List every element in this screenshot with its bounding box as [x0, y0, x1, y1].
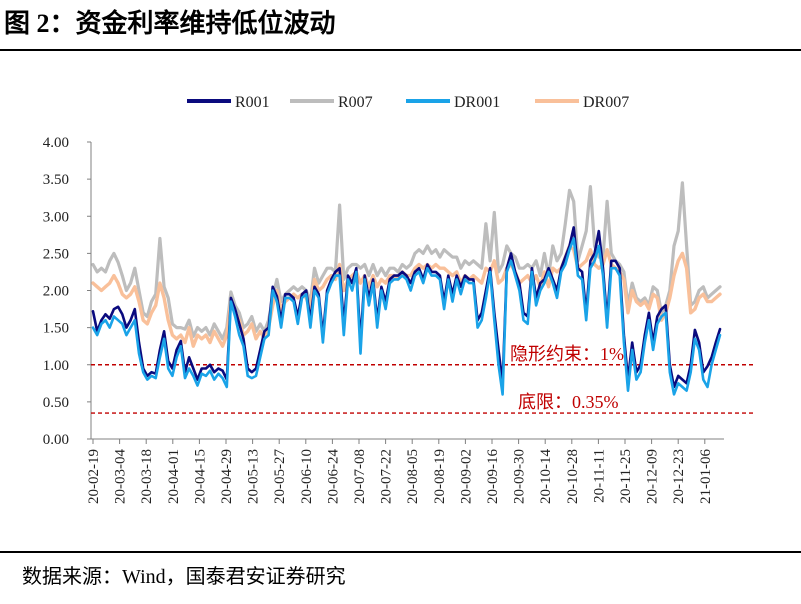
x-tick-label: 20-11-25: [618, 449, 634, 503]
y-tick-label: 3.00: [43, 209, 69, 225]
line-chart: R001 R007 DR001 DR007 0.00 0.50 1.00 1.50 2.00 2…: [43, 94, 755, 504]
y-tick-label: 1.50: [43, 321, 69, 337]
y-tick-label: 2.00: [43, 284, 69, 300]
y-tick-label: 1.00: [43, 358, 69, 374]
chart-axes: 0.00 0.50 1.00 1.50 2.00 2.50 3.00 3.50 4.00 20-0…: [43, 135, 724, 504]
legend-label-r001: R001: [235, 94, 270, 111]
x-tick-label: 20-04-15: [192, 449, 208, 504]
x-tick-label: 20-06-24: [325, 449, 341, 504]
x-tick-label: 20-05-13: [246, 449, 262, 504]
x-tick-label: 20-08-19: [432, 449, 448, 504]
x-tick-label: 20-04-01: [166, 449, 182, 504]
figure-title: 图 2：资金利率维持低位波动: [4, 9, 336, 38]
x-tick-label: 20-07-22: [379, 449, 395, 504]
y-tick-label: 0.00: [43, 432, 69, 448]
chart-legend: R001 R007 DR001 DR007: [187, 94, 629, 111]
chart-series-group: [91, 181, 722, 396]
x-tick-label: 20-09-30: [512, 449, 528, 504]
x-tick-label: 20-08-05: [405, 449, 421, 504]
x-tick-label: 20-12-09: [645, 449, 661, 504]
x-tick-label: 20-09-16: [485, 449, 501, 504]
x-tick-label: 20-04-29: [219, 449, 235, 504]
x-tick-label: 20-03-18: [139, 449, 155, 504]
series-line-r007: [91, 181, 722, 341]
x-tick-label: 20-05-27: [272, 449, 288, 504]
y-tick-label: 0.50: [43, 395, 69, 411]
legend-label-dr007: DR007: [583, 94, 629, 111]
x-tick-label: 20-02-19: [86, 449, 102, 504]
series-line-dr001: [91, 237, 722, 396]
x-tick-label: 20-10-28: [565, 449, 581, 504]
x-tick-label: 20-12-23: [671, 449, 687, 504]
reference-labels: 隐形约束：1% 底限：0.35%: [510, 344, 624, 412]
title-rule: [0, 49, 801, 51]
y-tick-label: 4.00: [43, 135, 69, 151]
x-tick-label: 20-06-10: [299, 449, 315, 504]
series-line-r001: [91, 226, 722, 389]
legend-label-r007: R007: [338, 94, 373, 111]
reference-line-label: 隐形约束：1%: [510, 344, 624, 364]
x-tick-label: 20-10-14: [538, 449, 554, 504]
x-tick-label: 20-09-02: [458, 449, 474, 504]
series-line-dr007: [91, 244, 722, 348]
y-tick-label: 2.50: [43, 246, 69, 262]
x-tick-label: 20-11-11: [591, 449, 607, 503]
reference-lines: [91, 364, 755, 414]
x-tick-label: 20-07-08: [352, 449, 368, 504]
x-tick-label: 20-03-04: [113, 449, 129, 504]
x-tick-label: 21-01-06: [698, 449, 714, 504]
source-rule: [0, 551, 801, 553]
legend-label-dr001: DR001: [454, 94, 500, 111]
reference-line-label: 底限：0.35%: [518, 392, 619, 412]
y-tick-label: 3.50: [43, 172, 69, 188]
source-note: 数据来源：Wind，国泰君安证券研究: [22, 566, 346, 588]
